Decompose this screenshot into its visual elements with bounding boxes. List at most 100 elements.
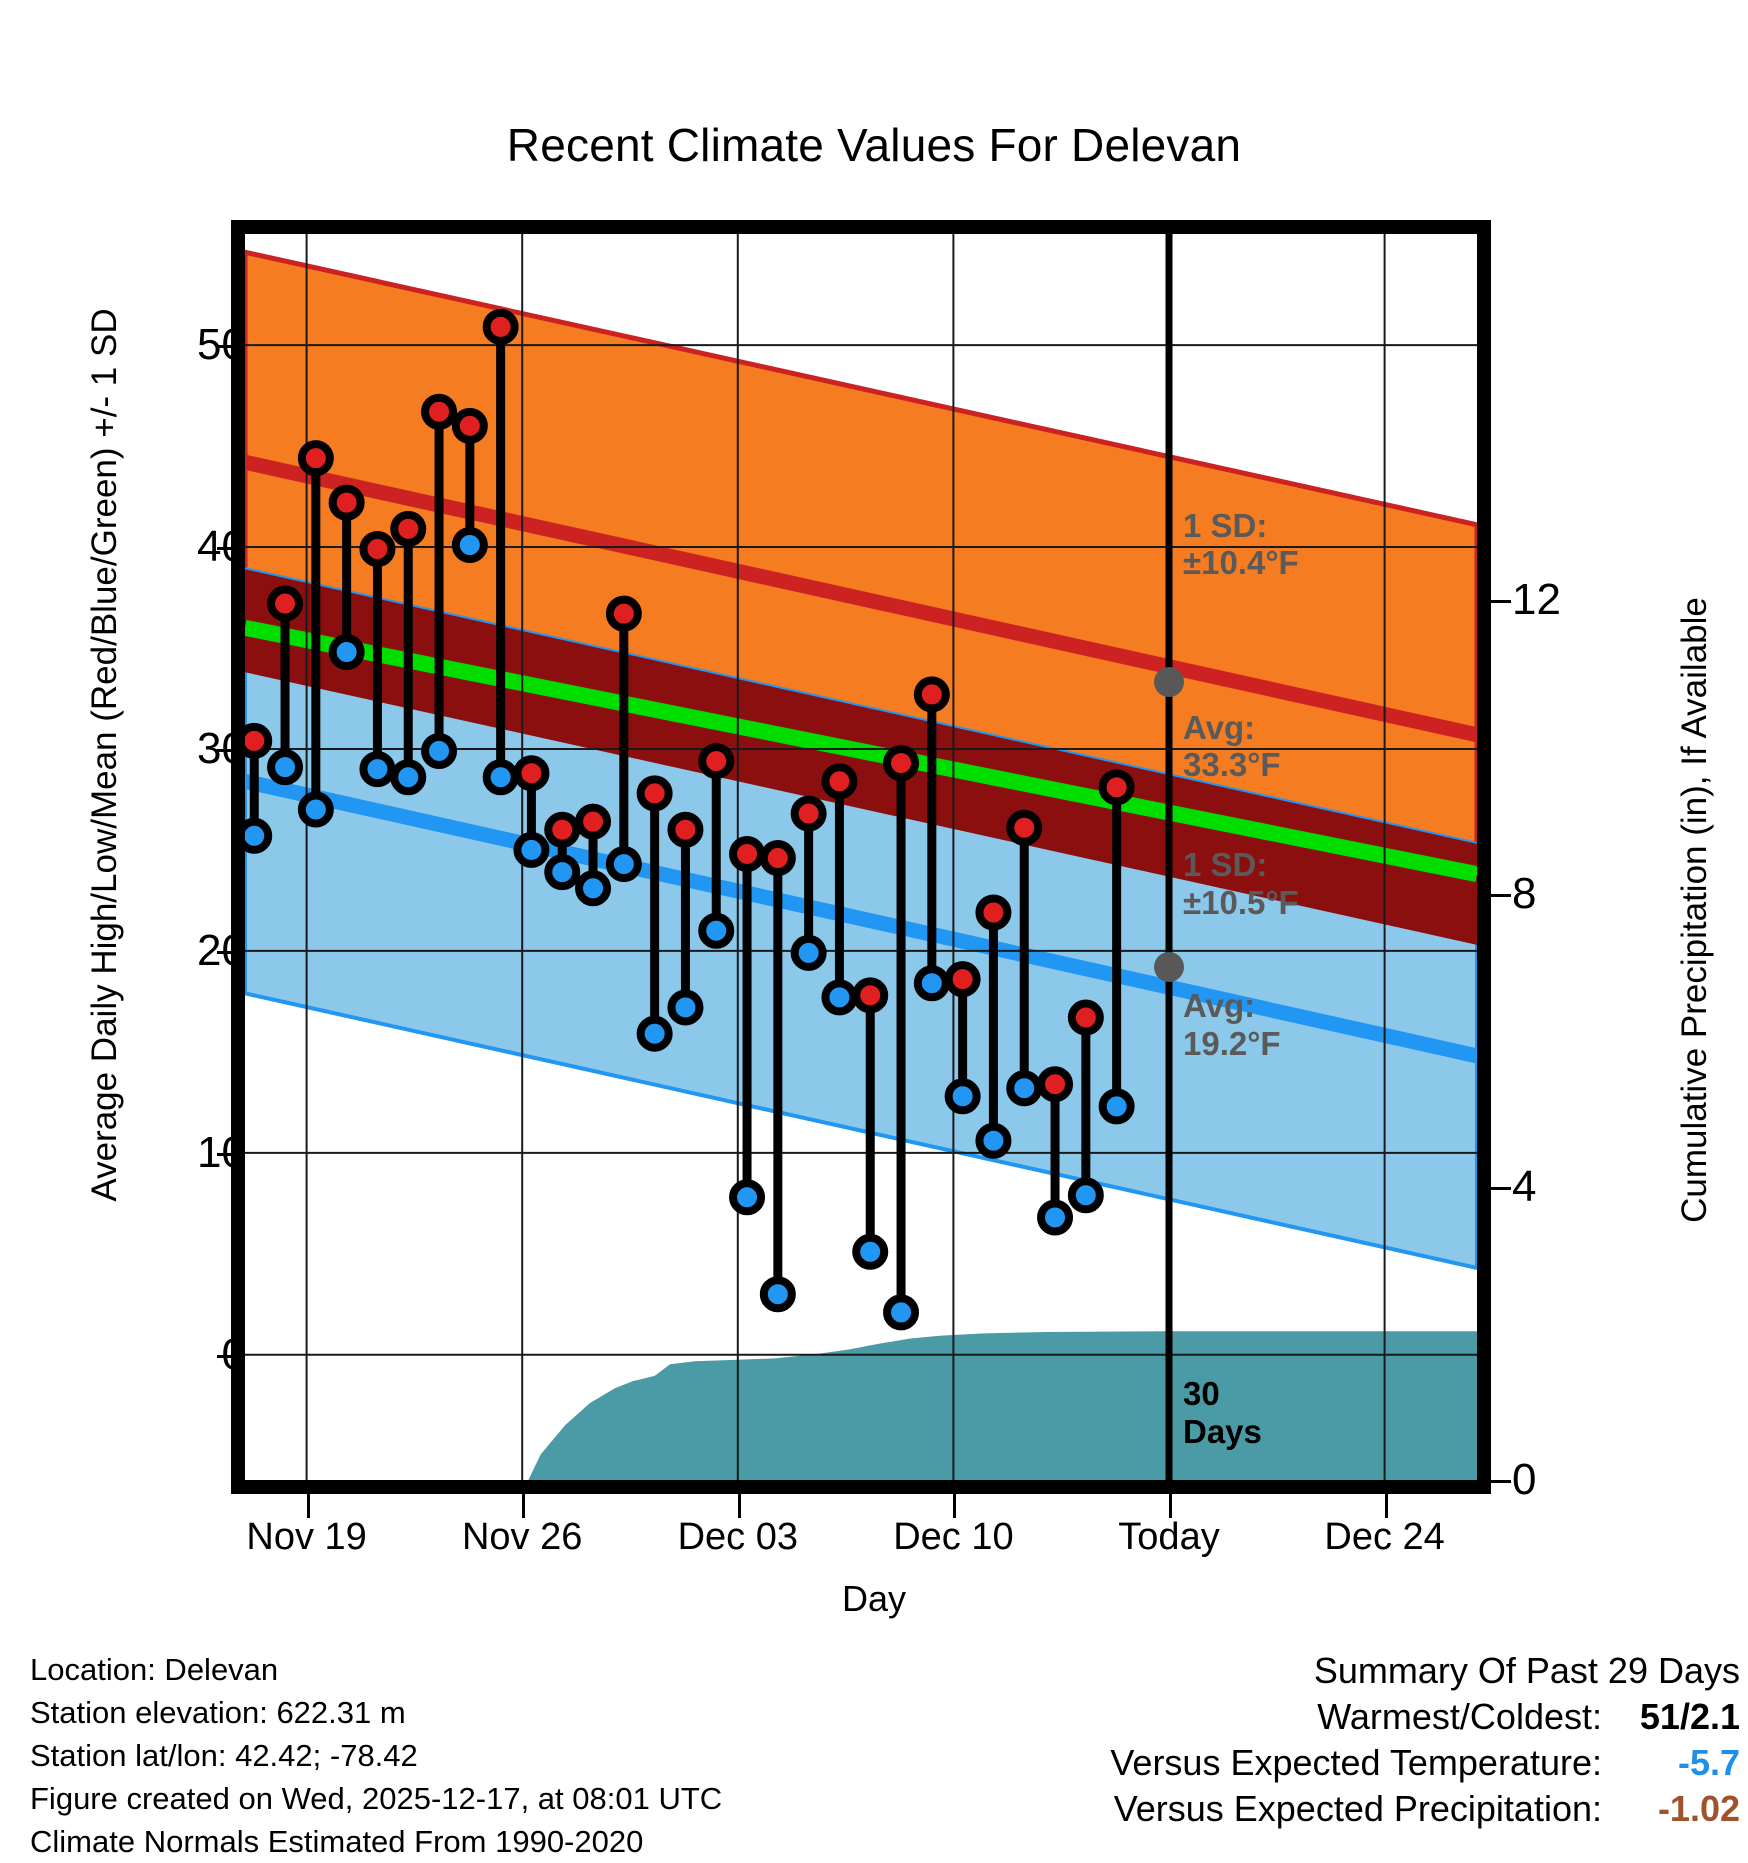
low-temp-marker <box>482 759 519 796</box>
y2-axis-tick-mark <box>1485 1186 1511 1190</box>
low-temp-marker <box>729 1179 766 1216</box>
low-temp-marker <box>1067 1177 1104 1214</box>
low-temp-marker <box>944 1078 981 1115</box>
high-temp-marker <box>605 595 642 632</box>
x-axis-tick-label: Dec 03 <box>677 1516 798 1558</box>
low-temp-marker <box>513 831 550 868</box>
high-temp-marker <box>729 835 766 872</box>
low-temp-marker <box>359 751 396 788</box>
low-temp-marker <box>821 979 858 1016</box>
y2-axis-tick-label: 0 <box>1512 1455 1537 1504</box>
low-sd-annotation: 1 SD: ±10.5°F <box>1183 845 1299 921</box>
x-axis-tick-mark <box>306 1492 310 1518</box>
summary-row-value: 51/2.1 <box>1639 1696 1740 1737</box>
low-temp-marker <box>1006 1070 1043 1107</box>
y2-axis-tick-mark <box>1485 1480 1511 1483</box>
low-temp-marker <box>852 1233 889 1270</box>
y-axis-tick-label: 0 <box>96 1330 246 1380</box>
high-temp-marker <box>267 585 304 622</box>
today-high-avg-dot <box>1154 667 1184 698</box>
low-temp-marker <box>328 634 365 671</box>
y-axis-tick-label: 10 <box>197 1127 246 1177</box>
summary-heading: Summary Of Past 29 Days <box>1313 1650 1740 1691</box>
summary-row-value: -1.02 <box>1657 1788 1740 1829</box>
x-axis-tick-mark <box>1169 1492 1172 1518</box>
high-temp-marker <box>944 961 981 998</box>
high-temp-marker <box>421 393 458 430</box>
plot-area <box>245 234 1477 1480</box>
high-temp-marker <box>636 775 673 812</box>
high-temp-marker <box>1037 1066 1074 1103</box>
summary-row-label: Versus Expected Temperature: <box>1110 1742 1612 1783</box>
x-axis-tick-mark <box>737 1492 741 1518</box>
high-temp-marker <box>883 745 920 782</box>
high-temp-marker <box>759 840 796 877</box>
high-temp-marker <box>852 977 889 1014</box>
x-axis-tick-label: Dec 10 <box>893 1516 1014 1558</box>
y2-axis-tick-mark <box>1485 600 1511 604</box>
low-normal-line <box>245 773 1477 1064</box>
low-temp-marker <box>790 934 827 971</box>
y2-axis-tick-label: 8 <box>1512 868 1537 918</box>
low-temp-marker <box>636 1015 673 1052</box>
y2-axis-label: Cumulative Precipitation (in), If Availa… <box>1675 597 1714 1223</box>
x-axis-tick-label: Dec 24 <box>1324 1516 1445 1558</box>
high-temp-marker <box>1098 769 1135 806</box>
low-temp-marker <box>544 854 581 891</box>
high-temp-marker <box>482 308 519 345</box>
x-axis-tick-mark <box>1384 1492 1388 1518</box>
summary-row-label: Warmest/Coldest: <box>1317 1696 1612 1737</box>
low-temp-marker <box>245 817 273 854</box>
low-temp-marker <box>1098 1088 1135 1125</box>
y2-axis-tick-label: 12 <box>1512 575 1561 625</box>
x-axis-tick-mark <box>522 1492 526 1518</box>
low-temp-marker <box>451 526 488 563</box>
high-temp-marker <box>328 484 365 521</box>
low-temp-marker <box>421 732 458 769</box>
high-temp-marker <box>698 743 735 780</box>
low-temp-marker <box>605 846 642 883</box>
low-temp-marker <box>759 1276 796 1313</box>
high-temp-marker <box>913 676 950 713</box>
high-temp-marker <box>544 811 581 848</box>
summary-row-value: -5.7 <box>1677 1742 1740 1783</box>
summary-row: Versus Expected Precipitation: -1.02 <box>1110 1786 1740 1832</box>
high-temp-marker <box>975 894 1012 931</box>
low-temp-marker <box>297 791 334 828</box>
summary-row: Warmest/Coldest: 51/2.1 <box>1110 1694 1740 1740</box>
y-axis-tick-mark <box>217 1354 243 1358</box>
low-temp-marker <box>883 1294 920 1331</box>
y-axis-tick-mark <box>217 345 243 349</box>
y2-axis-tick-mark <box>1485 893 1511 897</box>
x-axis-label: Day <box>841 1578 907 1619</box>
high-temp-marker <box>513 755 550 792</box>
x-axis-tick-label: Nov 19 <box>246 1516 367 1558</box>
mean-normal-line <box>245 619 1477 883</box>
high-temp-marker <box>790 795 827 832</box>
y-axis-tick-mark <box>217 748 243 752</box>
metadata-line: Climate Normals Estimated From 1990-2020 <box>30 1824 644 1859</box>
high-temp-marker <box>821 763 858 800</box>
low-temp-marker <box>267 749 304 786</box>
summary-row-label: Versus Expected Precipitation: <box>1113 1788 1612 1829</box>
high-temp-marker <box>575 803 612 840</box>
low-temp-marker <box>913 965 950 1002</box>
high-temp-marker <box>451 407 488 444</box>
y-axis-tick-mark <box>217 547 243 550</box>
high-avg-annotation: Avg: 33.3°F <box>1183 708 1281 784</box>
y-axis-tick-label: 20 <box>197 925 246 975</box>
metadata-line: Figure created on Wed, 2025-12-17, at 08… <box>30 1781 723 1816</box>
high-temp-marker <box>390 510 427 547</box>
y-axis-tick-label: 50 <box>197 320 246 370</box>
low-temp-marker <box>1037 1199 1074 1236</box>
x-axis-tick-label: Today <box>1118 1516 1220 1558</box>
low-temp-marker <box>390 759 427 796</box>
page-title: Recent Climate Values For Delevan <box>506 119 1242 171</box>
high-temp-marker <box>1067 999 1104 1036</box>
metadata-line: Station elevation: 622.31 m <box>30 1695 406 1730</box>
metadata-line: Location: Delevan <box>30 1652 279 1687</box>
x-axis-tick-label: Nov 26 <box>461 1516 583 1558</box>
y2-axis-tick-label: 4 <box>1512 1161 1537 1211</box>
high-temp-marker <box>297 440 334 477</box>
